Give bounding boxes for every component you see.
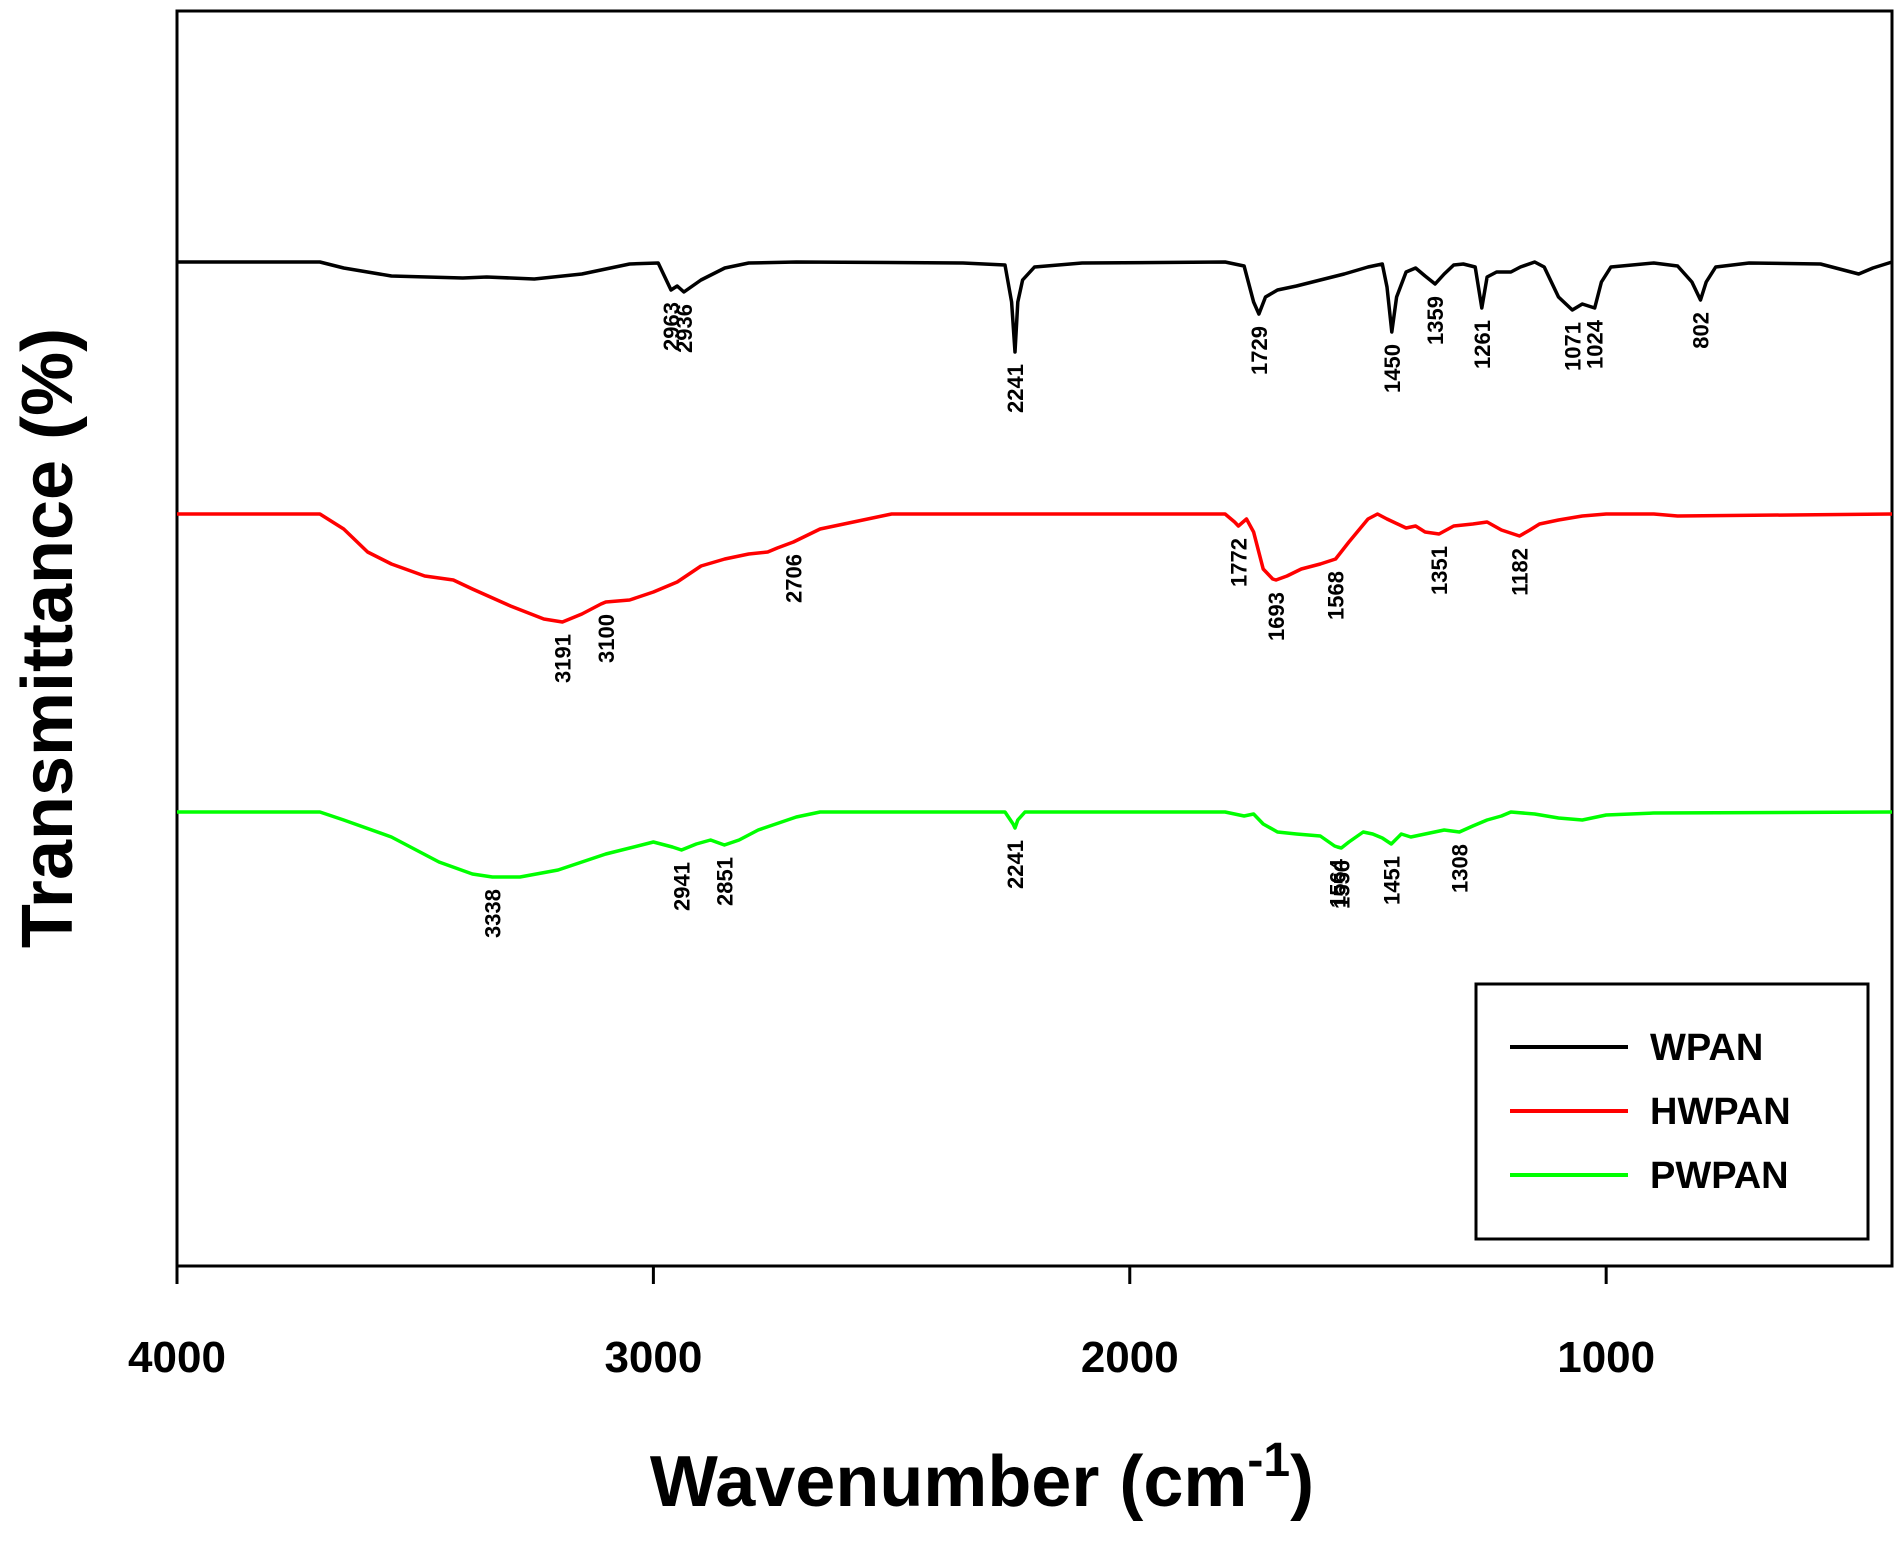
peak-label: 1729 <box>1247 326 1272 375</box>
peak-label: 1351 <box>1427 546 1452 595</box>
peak-label: 1308 <box>1447 844 1472 893</box>
peak-label: 1261 <box>1470 320 1495 369</box>
peak-label: 1359 <box>1423 296 1448 345</box>
peak-label: 1556 <box>1329 860 1354 909</box>
x-axis-title: Wavenumber (cm-1) <box>650 1434 1314 1522</box>
y-axis-title: Transmittance (%) <box>8 328 88 948</box>
peak-label: 3100 <box>594 614 619 663</box>
peak-label: 1071 <box>1560 322 1585 371</box>
peak-label: 1564 <box>1326 858 1351 908</box>
peak-label: 1568 <box>1324 571 1349 620</box>
plot-frame <box>175 9 1894 1268</box>
peak-label: 1772 <box>1226 538 1251 587</box>
series-line-hwpan <box>177 512 1893 624</box>
peak-label: 1450 <box>1380 344 1405 393</box>
x-tick-label: 1000 <box>1557 1333 1655 1382</box>
peak-label: 1182 <box>1508 548 1533 596</box>
x-axis-ticks: 4000 3000 2000 1000 <box>128 1266 1655 1382</box>
peak-label: 1024 <box>1583 319 1608 369</box>
peak-label: 2851 <box>712 857 737 906</box>
legend-label-wpan: WPAN <box>1650 1027 1763 1069</box>
series-lines <box>177 260 1893 879</box>
legend: WPAN HWPAN PWPAN <box>1474 982 1870 1241</box>
x-tick-label: 2000 <box>1081 1333 1179 1382</box>
peak-label: 2241 <box>1003 840 1028 889</box>
legend-label-hwpan: HWPAN <box>1650 1091 1791 1133</box>
peak-label: 3338 <box>480 889 505 938</box>
x-tick-label: 3000 <box>604 1333 702 1382</box>
peak-label: 2241 <box>1003 364 1028 413</box>
legend-items: WPAN HWPAN PWPAN <box>1510 1027 1791 1197</box>
peak-label: 2963 <box>659 302 684 351</box>
series-line-pwpan <box>177 810 1893 879</box>
peak-label: 1693 <box>1264 592 1289 641</box>
x-tick-label: 4000 <box>128 1333 226 1382</box>
peak-label: 2706 <box>781 554 806 603</box>
peak-label: 1451 <box>1379 856 1404 905</box>
peak-label: 3191 <box>550 634 575 683</box>
series-line-wpan <box>177 260 1893 354</box>
peak-label: 2936 <box>672 304 697 353</box>
legend-label-pwpan: PWPAN <box>1650 1155 1789 1197</box>
peak-label: 802 <box>1689 312 1714 349</box>
peak-label: 2941 <box>670 862 695 911</box>
